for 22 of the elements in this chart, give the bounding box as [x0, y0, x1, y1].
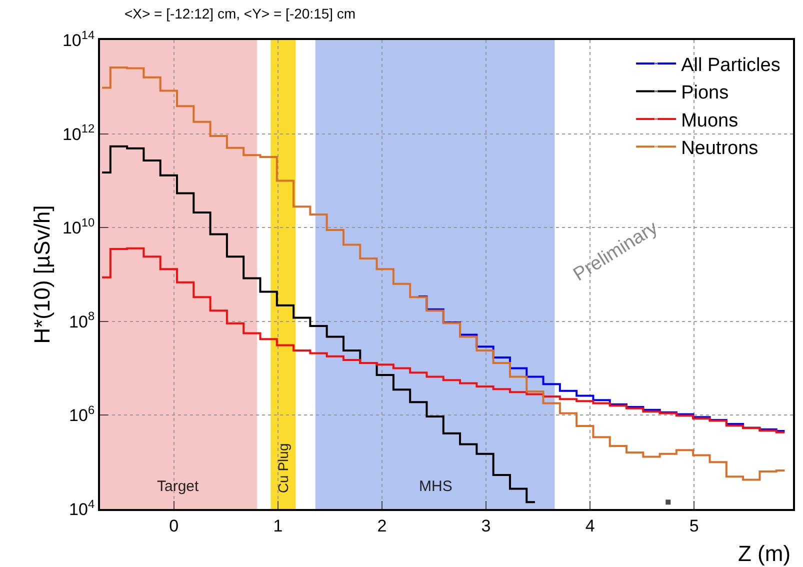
y-tick-label: 10$^{12}$: [62, 122, 95, 144]
y-tick-label: 10$^{14}$: [62, 28, 95, 50]
x-tick-label: 4: [585, 516, 595, 536]
band-label: Target: [157, 478, 200, 495]
chart-title: <X> = [-12:12] cm, <Y> = [-20:15] cm: [124, 5, 356, 22]
x-tick-label: 5: [689, 516, 699, 536]
x-tick-label: 1: [273, 516, 283, 536]
x-tick-label: 0: [169, 516, 179, 536]
legend-label: Pions: [681, 82, 729, 104]
y-tick-label: 10$^{8}$: [69, 309, 95, 332]
x-tick-label: 3: [481, 516, 491, 536]
band-label: Cu Plug: [275, 443, 292, 494]
x-axis-title: Z (m): [738, 541, 791, 566]
legend-label: All Particles: [681, 54, 780, 76]
legend-label: Muons: [681, 110, 738, 132]
band-label: MHS: [419, 478, 452, 495]
x-tick-label: 2: [377, 516, 387, 536]
y-tick-label: 10$^{10}$: [62, 215, 95, 238]
legend-label: Neutrons: [681, 138, 758, 160]
y-tick-label: 10$^{6}$: [69, 403, 95, 426]
y-tick-label: 10$^{4}$: [69, 496, 95, 519]
y-axis-title: H*(10) [µSv/h]: [30, 205, 55, 344]
